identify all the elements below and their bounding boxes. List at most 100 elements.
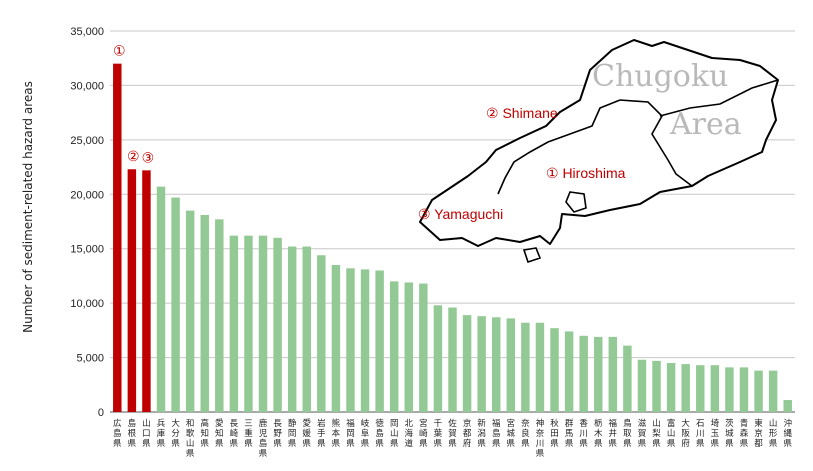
- bar: [506, 318, 516, 412]
- category-label: 高知県: [200, 418, 209, 449]
- category-label: 山口県: [142, 418, 151, 449]
- category-label: 奈良県: [521, 418, 530, 449]
- category-label: 熊本県: [332, 418, 341, 449]
- category-label: 滋賀県: [638, 418, 647, 449]
- category-label: 秋田県: [550, 418, 559, 449]
- map-area-title-line1: Chugoku: [592, 59, 728, 94]
- bar: [127, 169, 137, 412]
- category-label: 長崎県: [230, 419, 239, 449]
- category-label: 徳島県: [375, 418, 384, 449]
- bar: [783, 400, 792, 412]
- y-tick-label: 0: [98, 407, 104, 419]
- bar: [477, 316, 486, 412]
- bar: [564, 331, 574, 412]
- bar: [185, 210, 195, 412]
- bar: [710, 365, 720, 412]
- bar: [287, 246, 297, 412]
- bar: [462, 315, 472, 412]
- map-islands: [522, 191, 587, 264]
- category-label: 宮崎県: [419, 418, 428, 449]
- bar: [360, 269, 370, 412]
- bar: [696, 365, 705, 412]
- map-outline: [419, 39, 779, 247]
- bar: [521, 322, 530, 412]
- bar: [433, 305, 443, 412]
- bar: [448, 307, 457, 412]
- bar: [579, 335, 588, 412]
- category-label: 三重県: [244, 419, 253, 449]
- category-label: 岐阜県: [361, 418, 370, 449]
- bar: [229, 235, 239, 412]
- category-label: 沖縄県: [783, 418, 792, 449]
- category-label: 鳥取県: [623, 418, 632, 449]
- bar: [375, 270, 384, 412]
- map-label-shimane: ② Shimane: [486, 105, 558, 121]
- bar: [491, 317, 501, 412]
- bar: [623, 345, 632, 412]
- y-tick-labels: 0 5,000 10,000 15,000 20,000 25,000 30,000 35,0…: [70, 26, 104, 419]
- bar: [535, 322, 545, 412]
- category-label: 千葉県: [434, 418, 443, 449]
- category-label: 島根県: [128, 418, 137, 449]
- category-label: 青森県: [740, 418, 749, 449]
- bar: [389, 281, 399, 412]
- category-label: 新潟県: [477, 418, 486, 449]
- bar: [666, 363, 676, 412]
- bar: [171, 197, 180, 412]
- category-label: 埼玉県: [711, 418, 720, 449]
- category-labels: 広島県島根県山口県兵庫県大分県和歌山県高知県愛知県長崎県三重県鹿児島県長野県静岡…: [113, 418, 792, 459]
- bar: [550, 328, 559, 412]
- bar: [244, 235, 253, 412]
- map-label-yamaguchi: ③ Yamaguchi: [418, 206, 503, 222]
- category-label: 静岡県: [288, 418, 297, 449]
- y-tick-label: 5,000: [76, 353, 104, 365]
- category-label: 岡山県: [390, 419, 399, 449]
- y-tick-label: 25,000: [70, 135, 104, 147]
- bar: [200, 214, 209, 412]
- y-axis-label: Number of sediment-related hazard areas: [21, 81, 35, 333]
- bar: [739, 367, 749, 412]
- y-tick-label: 35,000: [70, 26, 104, 38]
- y-tick-label: 20,000: [70, 189, 104, 201]
- category-label: 山形県: [769, 418, 778, 449]
- category-label: 神奈川県: [536, 418, 545, 459]
- category-label: 東京都: [754, 418, 763, 449]
- bar: [113, 63, 122, 413]
- category-label: 福井県: [609, 418, 618, 449]
- bar-annotation: ③: [142, 149, 155, 165]
- bar-annotations: ① ② ③: [113, 43, 154, 166]
- bar: [215, 219, 224, 412]
- bar: [273, 237, 282, 412]
- category-label: 広島県: [113, 418, 122, 449]
- category-label: 京都府: [463, 418, 472, 449]
- category-label: 兵庫県: [157, 418, 166, 449]
- category-label: 福岡県: [346, 418, 355, 449]
- bar: [317, 255, 326, 412]
- category-label: 富山県: [667, 418, 676, 449]
- category-label: 宮城県: [507, 418, 516, 449]
- y-tick-label: 30,000: [70, 80, 104, 92]
- bar: [302, 246, 311, 412]
- category-label: 大分県: [171, 418, 180, 449]
- bar: [419, 283, 428, 412]
- bar: [681, 364, 690, 412]
- y-tick-label: 15,000: [70, 244, 104, 256]
- inset-map: Chugoku Area ② Shimane ① Hiroshima ③ Yam…: [418, 39, 779, 264]
- category-label: 北海道: [405, 419, 414, 449]
- bar: [725, 367, 734, 412]
- category-label: 長野県: [273, 419, 282, 449]
- map-prefecture-borders: [497, 79, 779, 195]
- bar: [768, 370, 778, 412]
- category-label: 愛知県: [215, 418, 224, 449]
- category-label: 群馬県: [565, 418, 574, 449]
- category-label: 大阪府: [681, 418, 690, 449]
- bar: [142, 170, 151, 412]
- bar: [404, 282, 414, 412]
- map-area-title-line2: Area: [669, 107, 742, 142]
- bar-annotation: ①: [113, 43, 126, 59]
- bar: [608, 336, 618, 412]
- bar: [331, 265, 341, 412]
- bar: [594, 336, 603, 412]
- category-label: 鹿児島県: [259, 418, 268, 459]
